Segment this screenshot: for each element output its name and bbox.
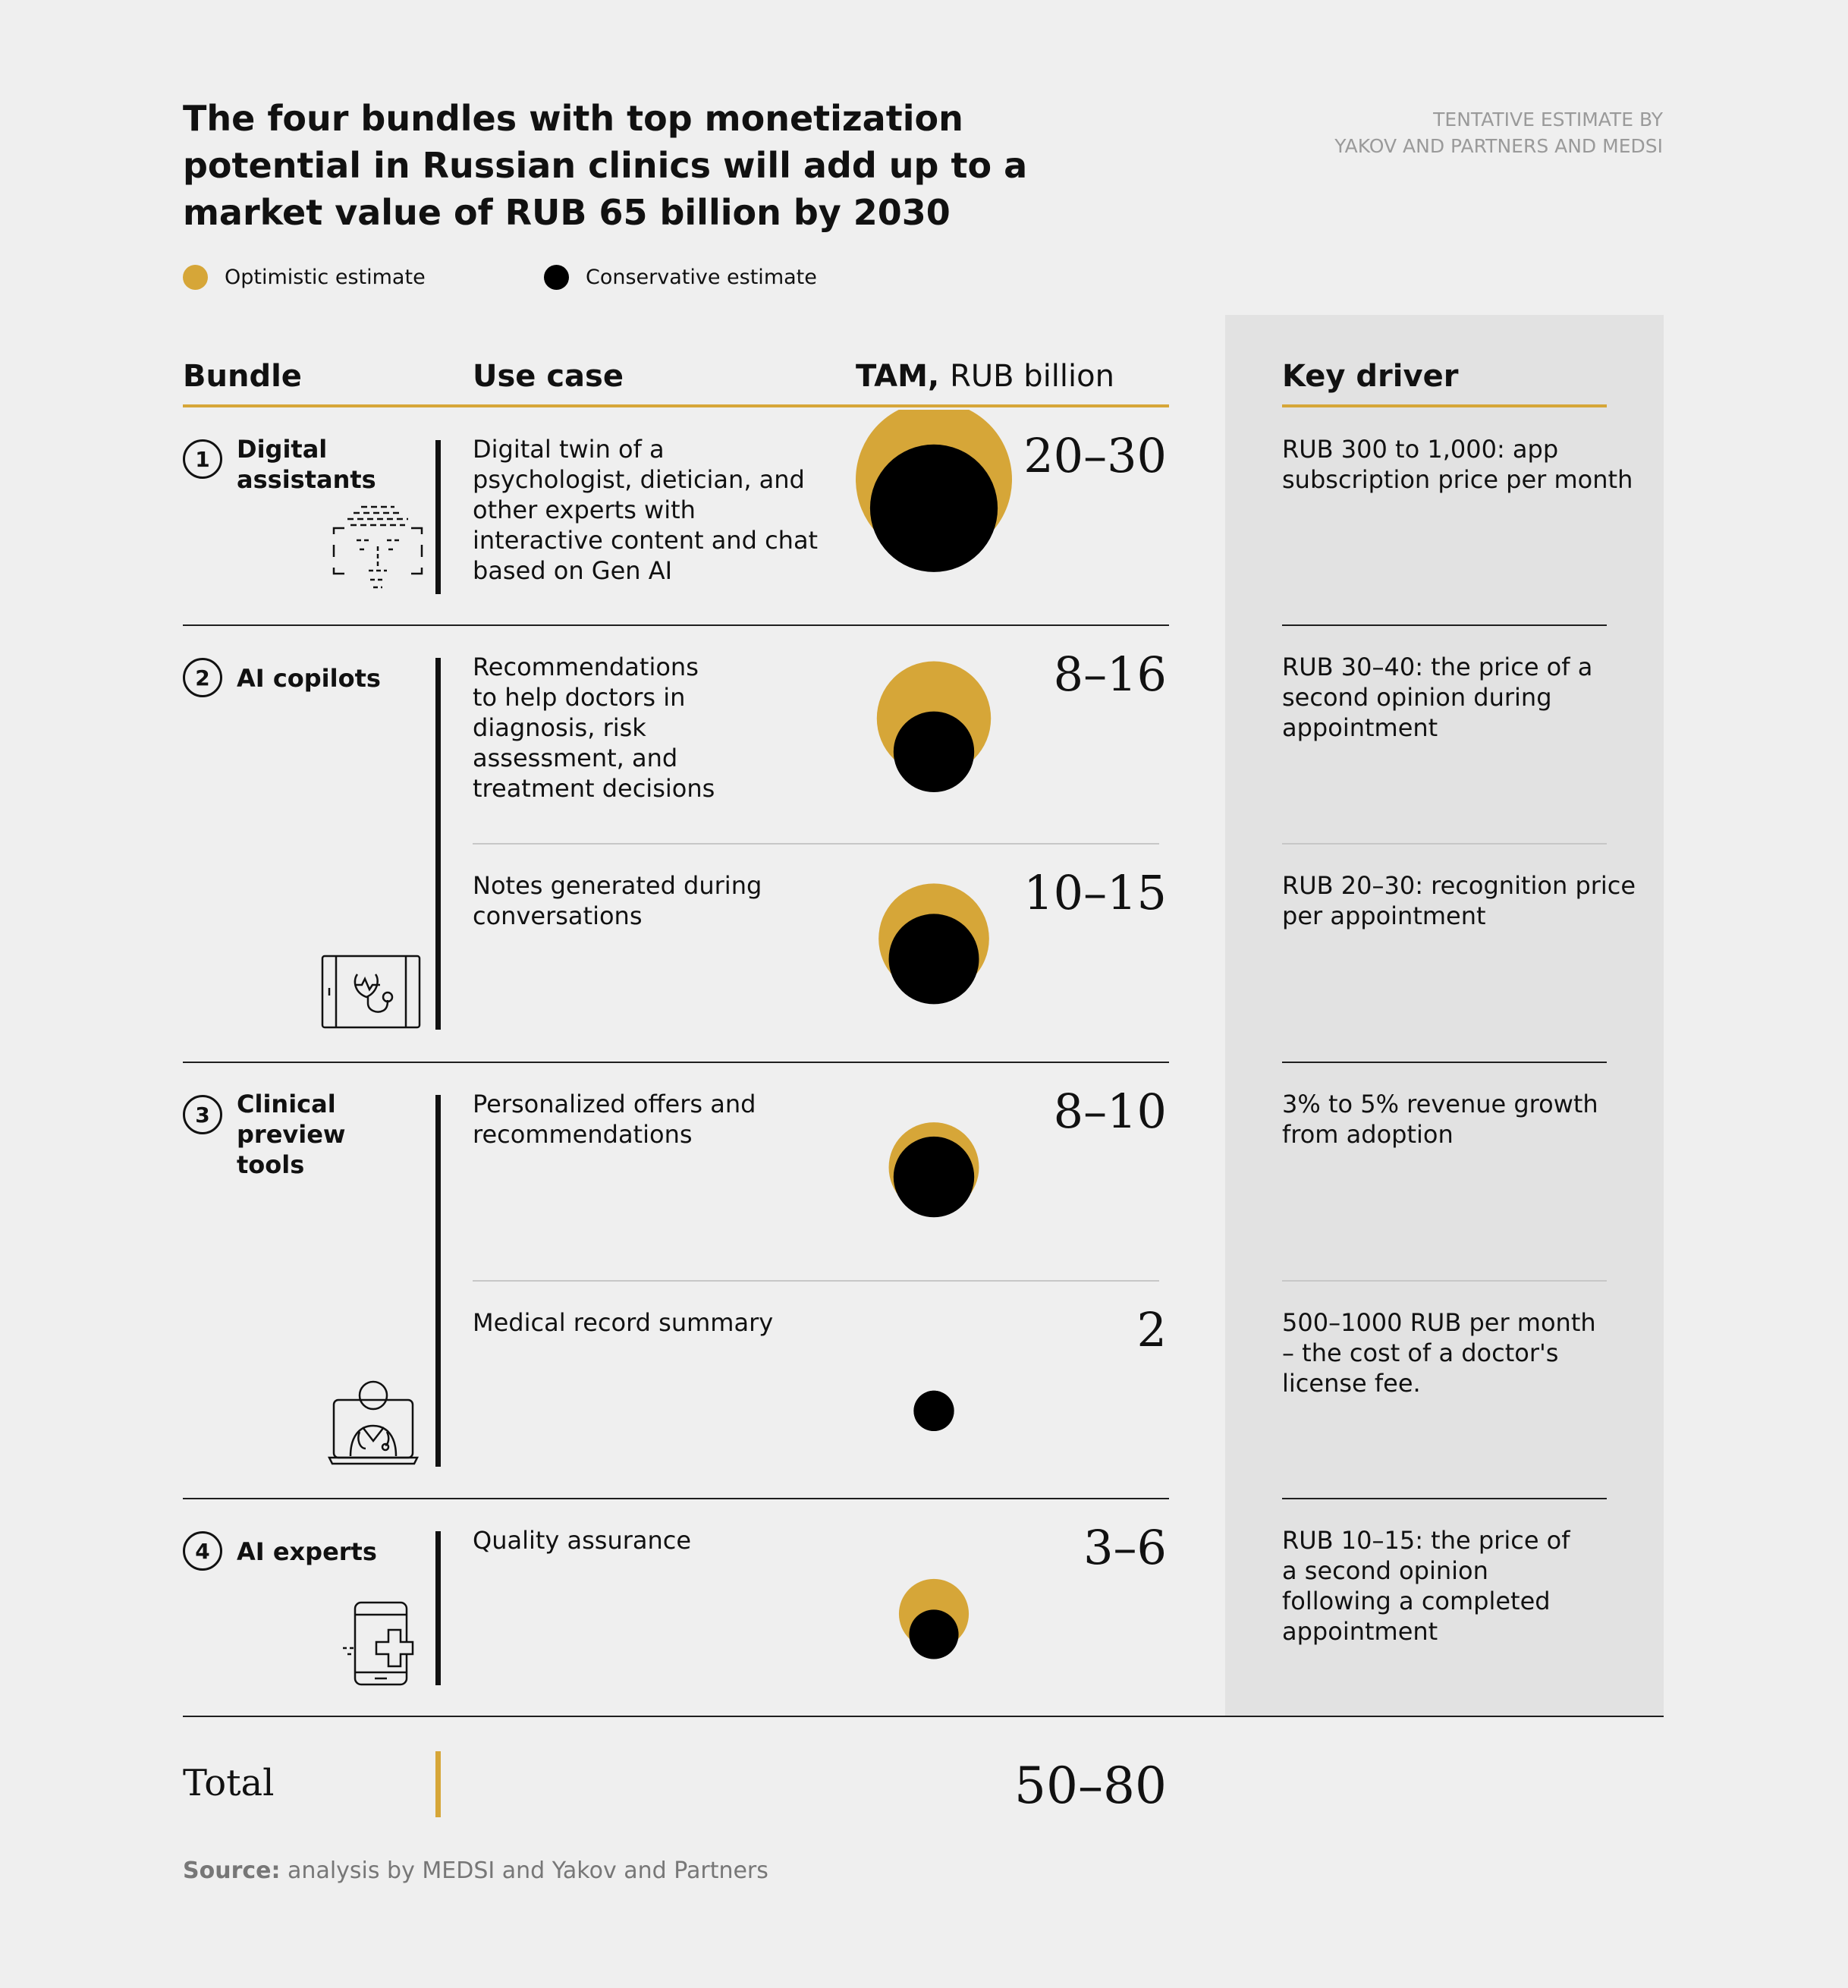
header-use-case: Use case <box>473 359 624 394</box>
bundle-number-1: 1 <box>183 439 222 479</box>
header-key-driver: Key driver <box>1282 359 1459 394</box>
total-label: Total <box>183 1762 275 1804</box>
conservative-bubble-6 <box>909 1609 959 1659</box>
tam-label-1: 20–30 <box>1023 428 1167 483</box>
legend-conservative: Conservative estimate <box>544 258 817 296</box>
tam-label-5: 2 <box>1136 1302 1167 1357</box>
sub-separator-copilots <box>473 843 1159 845</box>
key-driver-6: RUB 10–15: the price of a second opinion… <box>1282 1526 1570 1646</box>
legend-optimistic: Optimistic estimate <box>183 258 426 296</box>
bundle-bar-3 <box>435 1095 441 1467</box>
use-case-4: Personalized offers and recommendations <box>473 1090 756 1149</box>
bundle-bar-4 <box>435 1531 441 1685</box>
tablet-stethoscope-icon <box>321 955 421 1029</box>
tam-label-2: 8–16 <box>1053 646 1167 702</box>
chart-title: The four bundles with top monetization p… <box>183 98 1028 233</box>
separator-1 <box>183 624 1169 626</box>
bundle-bar-1 <box>435 440 441 594</box>
tam-bubbles <box>856 410 1012 1659</box>
source-note-line-1: Tentative estimate by <box>1433 109 1663 131</box>
source-line: Source: analysis by MEDSI and Yakov and … <box>183 1856 768 1886</box>
key-driver-1: RUB 300 to 1,000: app subscription price… <box>1282 435 1633 494</box>
source-label: Source: <box>183 1857 281 1884</box>
bundle-name-2: AI copilots <box>237 664 381 693</box>
separator-3-driver <box>1282 1498 1607 1499</box>
separator-3 <box>183 1498 1169 1499</box>
source-text: analysis by MEDSI and Yakov and Partners <box>288 1857 768 1884</box>
conservative-bubble-4 <box>893 1136 975 1218</box>
header-tam: TAM, RUB billion <box>856 357 1114 396</box>
header-rule-left <box>183 404 1169 407</box>
legend-conservative-label: Conservative estimate <box>586 265 817 289</box>
conservative-bubble-3 <box>888 914 979 1005</box>
source-note: Tentative estimate by Yakov and Partners… <box>1208 106 1663 159</box>
conservative-bubble-2 <box>893 711 975 793</box>
sub-separator-preview-driver <box>1282 1280 1607 1282</box>
tam-label-4: 8–10 <box>1053 1084 1167 1139</box>
bundle-number-3: 3 <box>183 1095 222 1134</box>
tam-label-6: 3–6 <box>1083 1520 1167 1575</box>
face-scan-icon <box>332 505 423 589</box>
legend-optimistic-dot <box>183 264 208 290</box>
bundle-number-4: 4 <box>183 1531 222 1571</box>
key-driver-panel <box>1225 315 1664 1717</box>
header-tam-bold: TAM, <box>856 359 940 394</box>
bundle-bar-2 <box>435 658 441 1030</box>
separator-1-driver <box>1282 624 1607 626</box>
key-driver-4: 3% to 5% revenue growth from adoption <box>1282 1090 1598 1149</box>
sub-separator-preview <box>473 1280 1159 1282</box>
key-driver-2: RUB 30–40: the price of a second opinion… <box>1282 653 1593 742</box>
sub-separator-copilots-driver <box>1282 843 1607 845</box>
use-case-3: Notes generated during conversations <box>473 871 762 930</box>
key-driver-3: RUB 20–30: recognition price per appoint… <box>1282 871 1636 930</box>
legend-conservative-dot <box>544 264 569 290</box>
key-driver-5: 500–1000 RUB per month – the cost of a d… <box>1282 1308 1596 1398</box>
tam-label-3: 10–15 <box>1023 865 1167 920</box>
use-case-1: Digital twin of a psychologist, dieticia… <box>473 435 819 585</box>
total-value: 50–80 <box>1014 1757 1167 1815</box>
total-bar <box>435 1751 441 1817</box>
header-tam-unit: RUB billion <box>950 359 1114 394</box>
header-bundle: Bundle <box>183 359 302 394</box>
bundle-number-2: 2 <box>183 658 222 697</box>
separator-2-driver <box>1282 1062 1607 1063</box>
header-rule-right <box>1282 404 1607 407</box>
separator-total <box>183 1716 1664 1717</box>
use-case-2: Recommendations to help doctors in diagn… <box>473 653 715 803</box>
source-note-line-2: Yakov and Partners and MEDSI <box>1334 135 1663 157</box>
separator-2 <box>183 1062 1169 1063</box>
use-case-6: Quality assurance <box>473 1526 692 1555</box>
use-case-5: Medical record summary <box>473 1308 774 1337</box>
conservative-bubble-5 <box>913 1390 954 1431</box>
bundle-name-1: Digital assistants <box>237 435 376 494</box>
doctor-laptop-icon <box>327 1380 420 1465</box>
conservative-bubble-1 <box>869 444 998 572</box>
bundle-name-4: AI experts <box>237 1537 377 1566</box>
bundle-name-3: Clinical preview tools <box>237 1090 346 1179</box>
legend-optimistic-label: Optimistic estimate <box>225 265 426 289</box>
phone-medical-cross-icon <box>343 1601 414 1686</box>
